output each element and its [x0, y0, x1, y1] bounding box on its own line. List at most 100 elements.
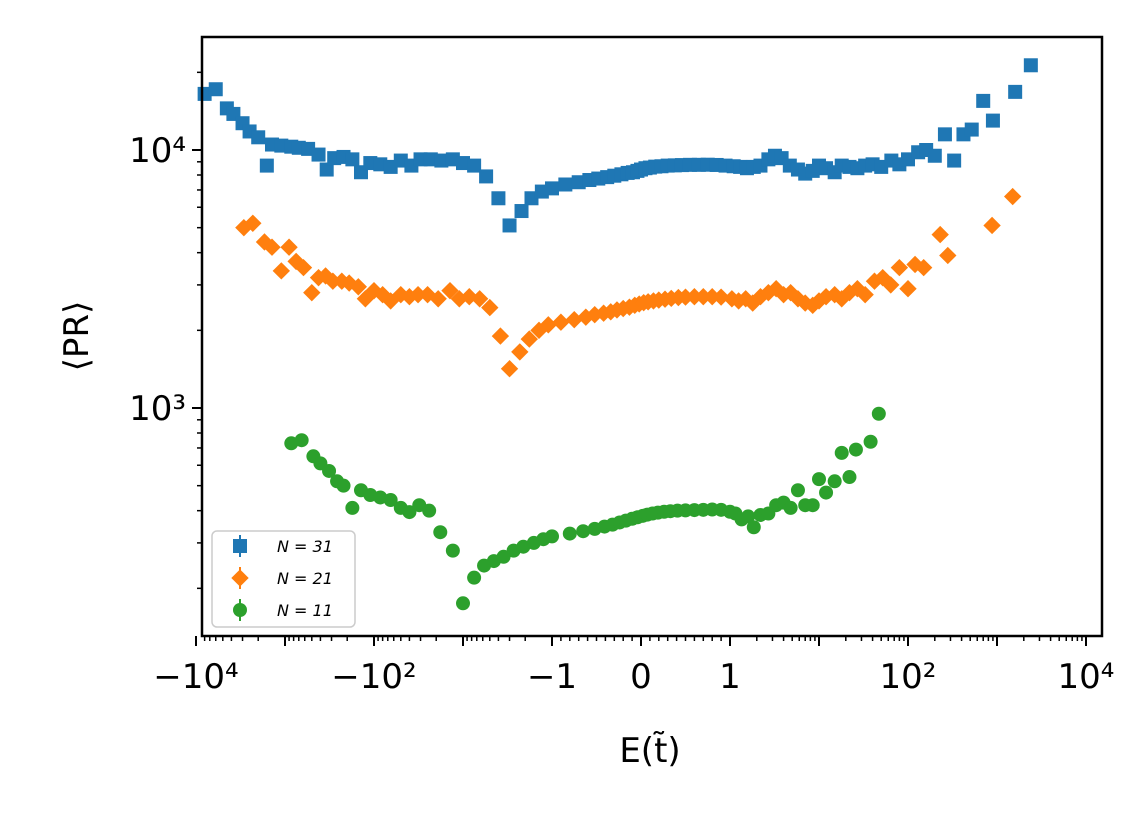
- data-point: [481, 298, 499, 317]
- data-point: [423, 152, 438, 167]
- legend-label: N = 31: [277, 537, 333, 556]
- data-point: [790, 483, 805, 498]
- x-tick-label: 1: [719, 657, 741, 697]
- legend-label: N = 21: [277, 569, 333, 588]
- data-point: [545, 529, 559, 544]
- legend-marker: [233, 539, 247, 553]
- data-point: [694, 288, 712, 306]
- series-n=31: [197, 58, 1038, 233]
- data-point: [251, 130, 266, 145]
- data-point: [402, 505, 417, 520]
- data-point: [805, 498, 820, 513]
- x-tick-label: −10²: [331, 657, 416, 697]
- data-point: [856, 285, 874, 304]
- data-point: [565, 310, 583, 329]
- data-point: [964, 122, 979, 137]
- data-point: [712, 288, 730, 306]
- data-point: [558, 177, 573, 192]
- x-tick-label: 10⁴: [1058, 657, 1115, 697]
- legend-box: [211, 530, 356, 628]
- data-point: [280, 238, 298, 256]
- data-point: [491, 191, 506, 206]
- data-point: [576, 524, 591, 539]
- data-point: [685, 288, 704, 306]
- data-point: [294, 433, 309, 448]
- data-point: [434, 153, 449, 168]
- data-point: [871, 406, 886, 421]
- data-point: [322, 463, 337, 478]
- data-point: [865, 272, 884, 290]
- data-point: [287, 252, 305, 271]
- data-point: [336, 478, 351, 493]
- data-point: [812, 472, 826, 487]
- x-tick-label: 10²: [880, 657, 937, 697]
- series-n=21: [235, 187, 1022, 378]
- x-axis-label: E(t̃): [619, 731, 680, 771]
- data-point: [392, 285, 410, 304]
- data-point: [827, 474, 842, 489]
- data-point: [514, 204, 529, 219]
- data-point: [272, 262, 290, 280]
- data-point: [479, 169, 494, 184]
- data-point: [783, 500, 798, 515]
- data-point: [882, 276, 900, 294]
- x-tick-label: 0: [630, 657, 652, 697]
- legend-marker: [233, 603, 247, 617]
- data-point: [349, 278, 368, 296]
- series-n=11: [284, 406, 886, 611]
- data-point: [294, 258, 313, 277]
- data-point: [470, 290, 489, 308]
- data-point: [345, 500, 360, 515]
- data-point: [502, 218, 517, 233]
- data-point: [931, 225, 949, 244]
- data-point: [467, 158, 482, 173]
- data-point: [577, 308, 595, 326]
- data-point: [1023, 58, 1038, 73]
- data-point: [445, 543, 460, 558]
- legend: N = 31 N = 21 N = 11: [211, 530, 356, 628]
- data-point: [985, 113, 1000, 128]
- data-point: [393, 153, 408, 168]
- data-point: [496, 549, 511, 564]
- data-point: [552, 313, 570, 331]
- y-axis-label: ⟨PR⟩: [57, 301, 97, 372]
- data-point: [450, 290, 468, 308]
- data-point: [571, 175, 586, 190]
- y-axis-ticks: 10³ 10⁴: [129, 71, 202, 590]
- data-point: [947, 153, 962, 168]
- data-point: [409, 285, 427, 304]
- data-point: [383, 492, 398, 507]
- data-point: [456, 156, 470, 171]
- y-tick-label: 10⁴: [129, 131, 186, 171]
- data-point: [381, 292, 400, 310]
- data-markers: [197, 58, 1038, 611]
- data-point: [345, 152, 360, 167]
- y-tick-label: 10³: [129, 389, 186, 429]
- data-point: [1003, 187, 1022, 206]
- data-point: [491, 327, 510, 345]
- data-point: [819, 485, 834, 500]
- data-point: [333, 272, 351, 290]
- data-point: [235, 218, 253, 237]
- data-point: [422, 503, 437, 518]
- data-point: [340, 274, 358, 292]
- data-point: [562, 526, 577, 541]
- data-point: [914, 258, 933, 277]
- data-point: [400, 288, 419, 306]
- legend-marker: [231, 569, 249, 587]
- x-tick-label: −10⁴: [153, 657, 238, 697]
- x-tick-label: −1: [527, 657, 577, 697]
- data-point: [303, 283, 321, 302]
- data-point: [746, 520, 761, 535]
- data-point: [927, 148, 942, 163]
- data-point: [441, 281, 459, 300]
- data-point: [863, 434, 878, 449]
- legend-label: N = 11: [277, 601, 333, 620]
- data-point: [208, 82, 223, 97]
- data-point: [983, 216, 1001, 235]
- data-point: [467, 570, 482, 585]
- data-point: [456, 596, 470, 611]
- data-point: [545, 181, 559, 196]
- data-point: [939, 246, 957, 265]
